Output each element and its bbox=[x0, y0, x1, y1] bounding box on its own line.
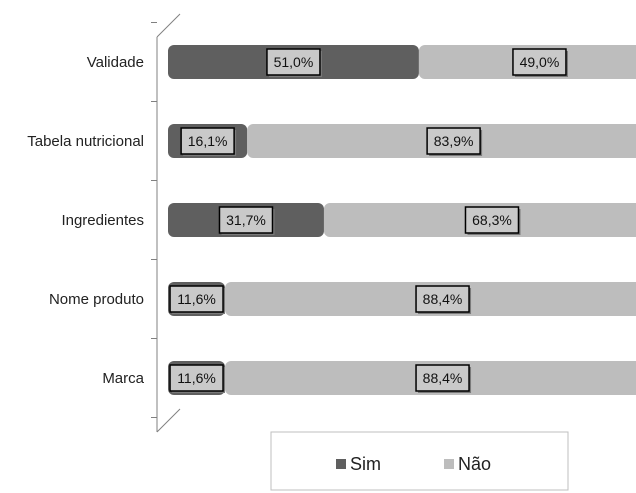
data-label-box bbox=[169, 285, 224, 313]
category-label: Ingredientes bbox=[61, 212, 144, 229]
data-label-box bbox=[415, 364, 470, 392]
data-label: 51,0% bbox=[266, 48, 322, 77]
data-label-box bbox=[180, 127, 235, 155]
legend-label: Não bbox=[458, 454, 491, 474]
axis-bottom-cap bbox=[156, 408, 181, 433]
data-label-text: 16,1% bbox=[188, 133, 228, 149]
data-label-box bbox=[464, 206, 520, 234]
legend-swatch bbox=[336, 459, 346, 469]
data-label-text: 11,6% bbox=[177, 370, 216, 386]
data-label: 11,6% bbox=[169, 364, 226, 393]
category-label: Nome produto bbox=[49, 291, 144, 308]
data-label: 16,1% bbox=[180, 127, 237, 156]
data-label: 11,6% bbox=[169, 285, 226, 314]
category-label: Tabela nutricional bbox=[27, 133, 144, 150]
legend: Sim Não bbox=[270, 431, 569, 491]
data-label: 88,4% bbox=[415, 285, 472, 314]
data-label: 68,3% bbox=[464, 206, 521, 235]
data-label-text: 31,7% bbox=[226, 212, 266, 228]
category-axis bbox=[151, 13, 181, 433]
data-label-box bbox=[218, 206, 274, 234]
data-label: 31,7% bbox=[218, 206, 275, 235]
data-label-text: 88,4% bbox=[423, 291, 463, 307]
data-label: 49,0% bbox=[512, 48, 568, 77]
data-label-text: 51,0% bbox=[274, 54, 314, 70]
data-label-text: 11,6% bbox=[177, 291, 216, 307]
data-label-text: 49,0% bbox=[520, 54, 560, 70]
data-labels: 51,0% 49,0% 16,1% 83,9% 31,7% 68,3% 11,6% 88,4%… bbox=[169, 48, 568, 393]
data-label-box bbox=[266, 48, 321, 76]
data-label: 88,4% bbox=[415, 364, 472, 393]
legend-label: Sim bbox=[350, 454, 381, 474]
data-label-text: 68,3% bbox=[472, 212, 512, 228]
category-labels: Validade Tabela nutricional Ingredientes No… bbox=[27, 54, 144, 387]
data-label-box bbox=[512, 48, 567, 76]
data-label-box bbox=[426, 127, 481, 155]
data-label: 83,9% bbox=[426, 127, 483, 156]
category-label: Marca bbox=[102, 370, 144, 387]
category-label: Validade bbox=[87, 54, 144, 71]
data-label-box bbox=[415, 285, 470, 313]
data-label-box bbox=[169, 364, 224, 392]
legend-box bbox=[270, 431, 569, 491]
legend-swatch bbox=[444, 459, 454, 469]
axis-top-cap bbox=[156, 13, 181, 38]
data-label-text: 83,9% bbox=[434, 133, 474, 149]
data-label-text: 88,4% bbox=[423, 370, 463, 386]
